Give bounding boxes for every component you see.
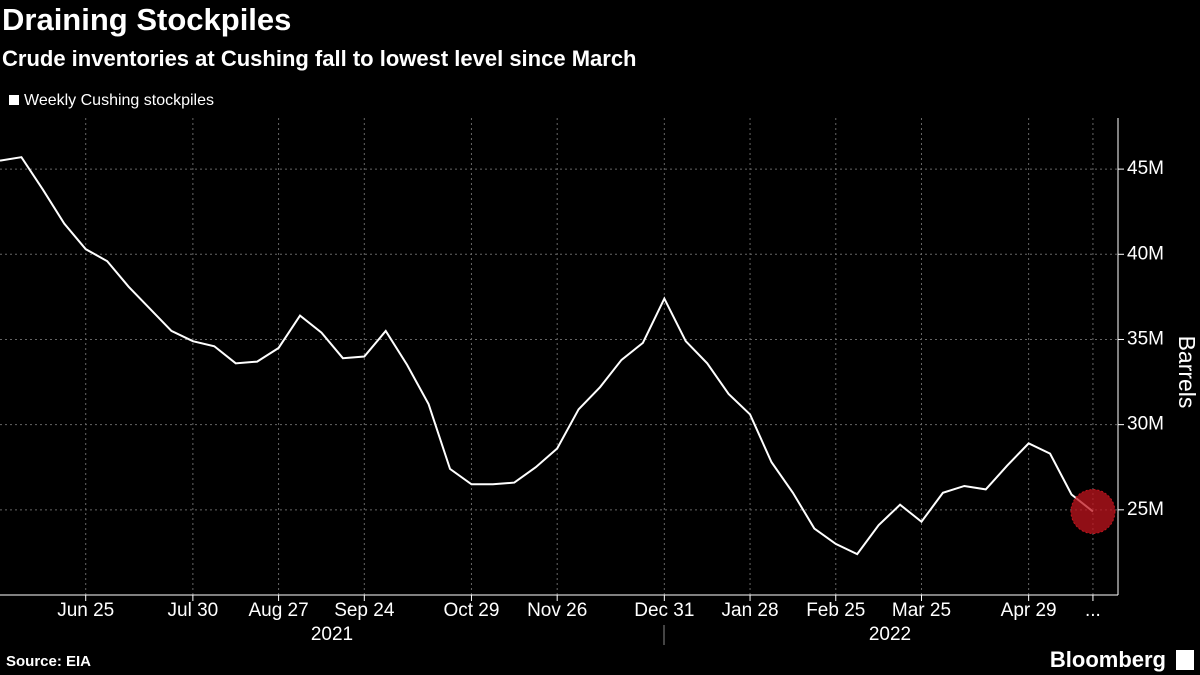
brand: Bloomberg	[1050, 647, 1166, 672]
x-tick-label: Oct 29	[443, 600, 499, 621]
x-tick-label: Sep 24	[334, 600, 395, 621]
y-tick-label: 25M	[1127, 499, 1164, 520]
x-tick-label: Nov 26	[527, 600, 587, 621]
x-tick-label: Mar 25	[892, 600, 951, 621]
x-tick-label: Feb 25	[806, 600, 865, 621]
x-tick-label: Apr 29	[1001, 600, 1057, 621]
series-line	[0, 156, 1094, 556]
x-tick-label: Jun 25	[57, 600, 114, 621]
chart-title: Draining Stockpiles	[2, 2, 291, 37]
chart-subtitle: Crude inventories at Cushing fall to low…	[2, 46, 637, 71]
y-tick-label: 45M	[1127, 158, 1164, 179]
year-label: 2021	[311, 624, 353, 645]
source: Source: EIA	[6, 653, 91, 670]
x-tick-label: Dec 31	[634, 600, 694, 621]
year-label: 2022	[869, 624, 911, 645]
x-tick-label: Aug 27	[248, 600, 308, 621]
legend-swatch	[9, 95, 19, 105]
brand-icon	[1176, 650, 1194, 670]
legend-label: Weekly Cushing stockpiles	[24, 92, 214, 109]
y-tick-label: 35M	[1127, 328, 1164, 349]
y-tick-label: 40M	[1127, 243, 1164, 264]
y-tick-label: 30M	[1127, 414, 1164, 435]
y-axis-label: Barrels	[1174, 336, 1200, 409]
x-tick-label: ...	[1085, 600, 1101, 621]
x-tick-label: Jan 28	[722, 600, 779, 621]
highlight-marker	[1070, 489, 1116, 535]
x-tick-label: Jul 30	[168, 600, 219, 621]
